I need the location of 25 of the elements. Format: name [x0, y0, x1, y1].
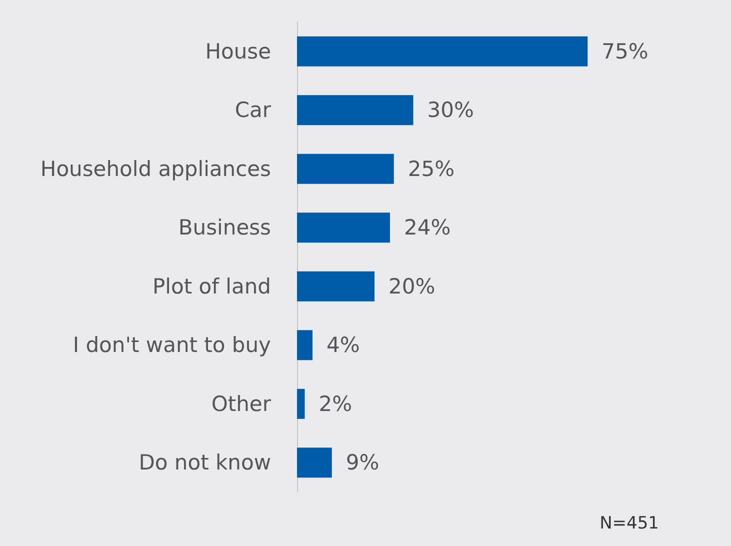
- bar: [297, 36, 588, 66]
- bar: [297, 271, 374, 302]
- data-label: 75%: [602, 39, 648, 64]
- y-tick-label: Car: [234, 98, 272, 122]
- data-label: 25%: [408, 156, 455, 181]
- data-label: 24%: [404, 216, 451, 240]
- data-label: 20%: [388, 274, 436, 298]
- y-tick-label: Other: [211, 392, 272, 416]
- y-tick-label: House: [205, 39, 271, 64]
- data-label: 9%: [346, 450, 380, 475]
- y-tick-label: Business: [178, 216, 271, 240]
- bar: [297, 388, 305, 419]
- y-tick-label: Plot of land: [152, 274, 271, 298]
- text: N=451: [600, 514, 660, 534]
- y-tick-label: Do not know: [138, 450, 271, 475]
- data-label: 30%: [427, 98, 474, 122]
- y-tick-label: Household appliances: [40, 156, 271, 181]
- y-tick-label: I don't want to buy: [72, 333, 271, 358]
- bar: [297, 212, 390, 243]
- data-label: 4%: [326, 333, 360, 358]
- bar: [297, 448, 332, 478]
- data-label: 2%: [318, 392, 352, 416]
- bar: [297, 154, 394, 184]
- bar: [297, 330, 312, 360]
- bar: [297, 95, 414, 126]
